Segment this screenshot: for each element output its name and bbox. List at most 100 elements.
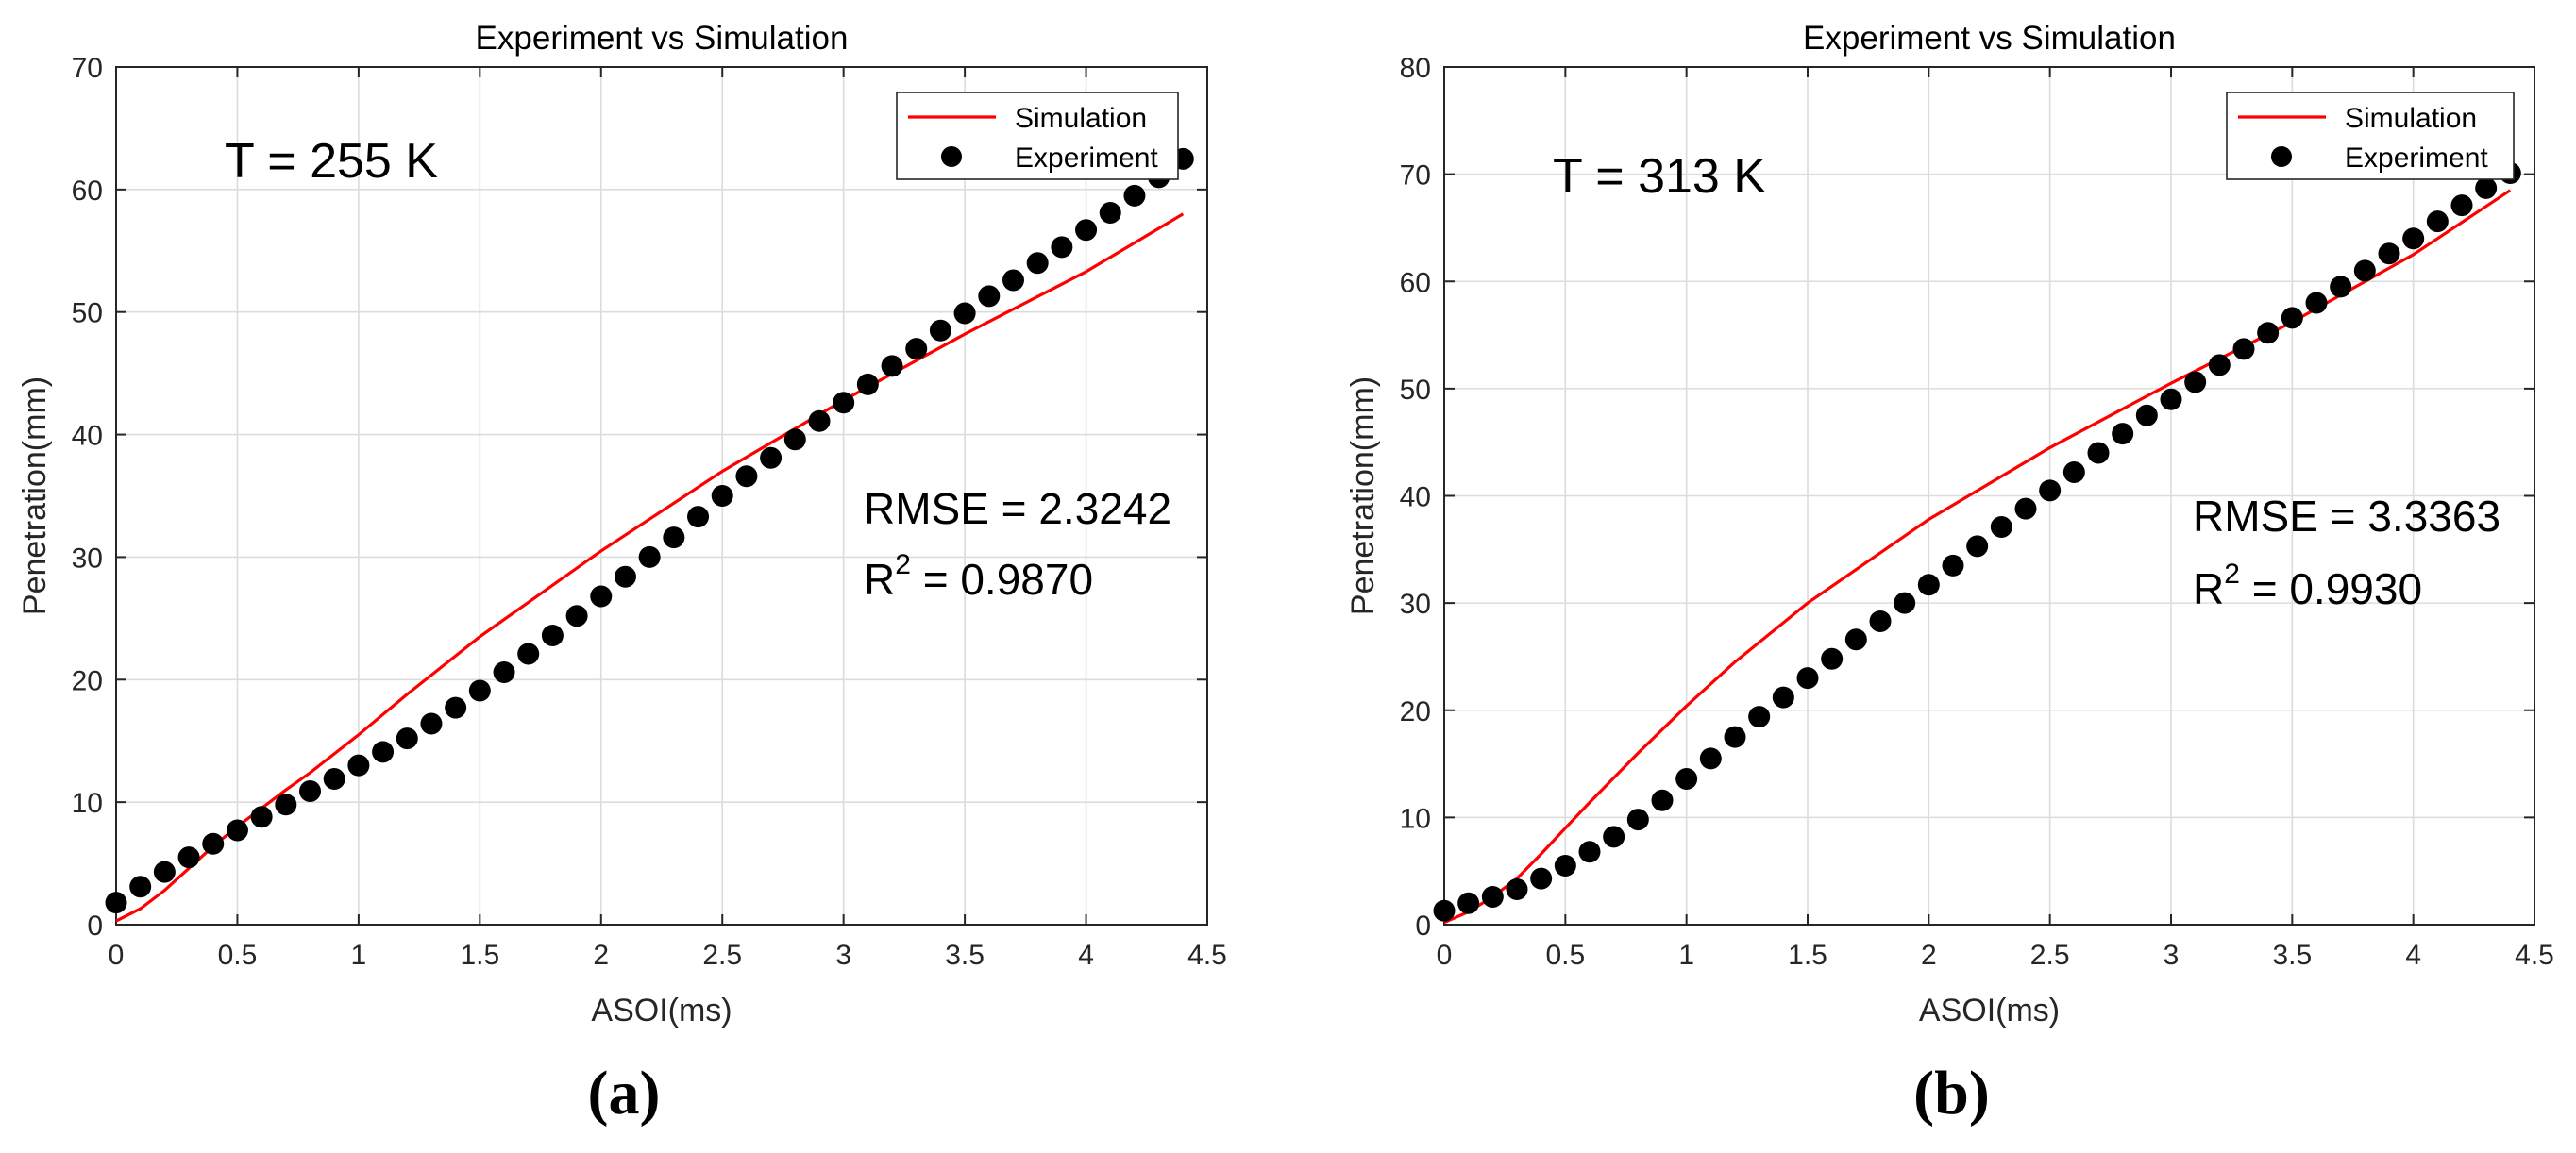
experiment-point [226, 819, 248, 842]
y-axis-label: Penetration(mm) [1345, 376, 1381, 615]
experiment-point [2135, 404, 2158, 426]
x-tick-label: 4 [1078, 940, 1094, 971]
y-tick-label: 0 [1415, 911, 1431, 942]
experiment-point [905, 338, 928, 360]
series-experiment [105, 147, 1194, 914]
r-squared-value: = 0.9870 [911, 555, 1093, 604]
experiment-point [1002, 269, 1024, 292]
y-tick-label: 70 [1400, 160, 1431, 192]
experiment-point [1821, 647, 1844, 670]
experiment-point [1603, 826, 1625, 848]
x-tick-label: 2.5 [702, 940, 742, 971]
experiment-point [2039, 479, 2062, 502]
experiment-point [953, 302, 976, 325]
x-tick-label: 2 [593, 940, 609, 971]
experiment-point [2426, 210, 2449, 233]
legend-experiment-swatch [941, 146, 962, 167]
experiment-point [783, 428, 806, 451]
experiment-point [808, 409, 831, 432]
x-axis-label: ASOI(ms) [591, 993, 732, 1028]
y-axis-label: Penetration(mm) [17, 376, 53, 615]
experiment-point [2062, 461, 2085, 484]
experiment-point [129, 876, 152, 898]
experiment-point [1796, 667, 1819, 690]
experiment-point [323, 767, 345, 790]
experiment-point [929, 319, 951, 342]
legend: Simulation Experiment [2226, 92, 2515, 180]
chart-panel-1: 0 0.5 1 1.5 2 2.5 3 3.5 4 4.5 0 10 20 30 40 50 60 70 Exper… [17, 20, 1227, 1128]
x-tick-label: 1.5 [460, 940, 499, 971]
experiment-point [2378, 242, 2400, 265]
x-tick-label: 0.5 [218, 940, 258, 971]
experiment-point [1530, 867, 1553, 890]
experiment-point [711, 485, 733, 507]
x-axis: 0 0.5 1 1.5 2 2.5 3 3.5 4 4.5 [1437, 67, 2554, 971]
experiment-point [663, 526, 685, 549]
experiment-point [2014, 497, 2037, 520]
x-tick-label: 4 [2405, 940, 2421, 971]
experiment-point [299, 779, 322, 802]
temperature-annotation: T = 313 K [1553, 149, 1766, 204]
experiment-point [1844, 628, 1867, 651]
y-tick-label: 60 [1400, 267, 1431, 298]
experiment-point [493, 660, 515, 683]
experiment-point [2281, 307, 2303, 329]
experiment-point [1699, 747, 1722, 770]
experiment-point [1026, 252, 1049, 275]
y-tick-label: 40 [72, 421, 103, 452]
experiment-point [1651, 789, 1674, 811]
x-tick-label: 1 [1678, 940, 1694, 971]
x-tick-label: 1 [351, 940, 367, 971]
r-squared-symbol: R [864, 555, 895, 604]
x-tick-label: 0 [109, 940, 125, 971]
y-tick-label: 80 [1400, 53, 1431, 84]
experiment-point [614, 565, 636, 588]
experiment-point [396, 727, 418, 750]
experiment-point [2160, 388, 2182, 410]
plot-frame [115, 66, 1208, 926]
experiment-point [347, 754, 370, 777]
experiment-point [833, 392, 855, 414]
rmse-annotation: RMSE = 2.3242 [864, 484, 1171, 533]
experiment-point [1506, 878, 1528, 901]
series-experiment [1433, 161, 2521, 922]
experiment-point [1894, 592, 1916, 614]
y-axis: 0 10 20 30 40 50 60 70 80 [1400, 53, 2534, 942]
experiment-point [1675, 767, 1698, 790]
experiment-point [1990, 515, 2012, 538]
grid [116, 67, 1207, 925]
panel-label: (b) [1913, 1059, 1990, 1128]
experiment-point [2112, 423, 2134, 445]
experiment-point [420, 712, 443, 735]
legend: Simulation Experiment [896, 92, 1179, 180]
x-tick-label: 2 [1921, 940, 1937, 971]
experiment-point [687, 506, 710, 528]
y-tick-label: 30 [72, 543, 103, 574]
y-tick-label: 20 [1400, 696, 1431, 727]
experiment-point [372, 741, 395, 763]
experiment-point [1457, 892, 1480, 914]
y-tick-label: 50 [1400, 375, 1431, 406]
y-axis: 0 10 20 30 40 50 60 70 [72, 53, 1207, 942]
legend-simulation-label: Simulation [2345, 103, 2477, 134]
y-tick-label: 60 [72, 175, 103, 207]
experiment-point [1626, 809, 1649, 831]
experiment-point [468, 679, 491, 702]
experiment-point [2475, 176, 2498, 199]
experiment-point [2087, 442, 2110, 464]
experiment-point [2184, 371, 2207, 393]
experiment-point [2402, 227, 2425, 250]
chart-title: Experiment vs Simulation [476, 20, 849, 57]
x-tick-label: 3.5 [2272, 940, 2312, 971]
legend-simulation-label: Simulation [1015, 103, 1147, 134]
temperature-annotation: T = 255 K [225, 134, 438, 189]
y-tick-label: 50 [72, 298, 103, 329]
chart-title: Experiment vs Simulation [1803, 20, 2176, 57]
y-tick-label: 30 [1400, 589, 1431, 620]
experiment-point [250, 806, 273, 828]
experiment-point [1869, 610, 1892, 632]
x-tick-label: 1.5 [1788, 940, 1827, 971]
x-tick-label: 0.5 [1545, 940, 1585, 971]
experiment-point [1051, 236, 1073, 259]
y-tick-label: 0 [87, 911, 103, 942]
